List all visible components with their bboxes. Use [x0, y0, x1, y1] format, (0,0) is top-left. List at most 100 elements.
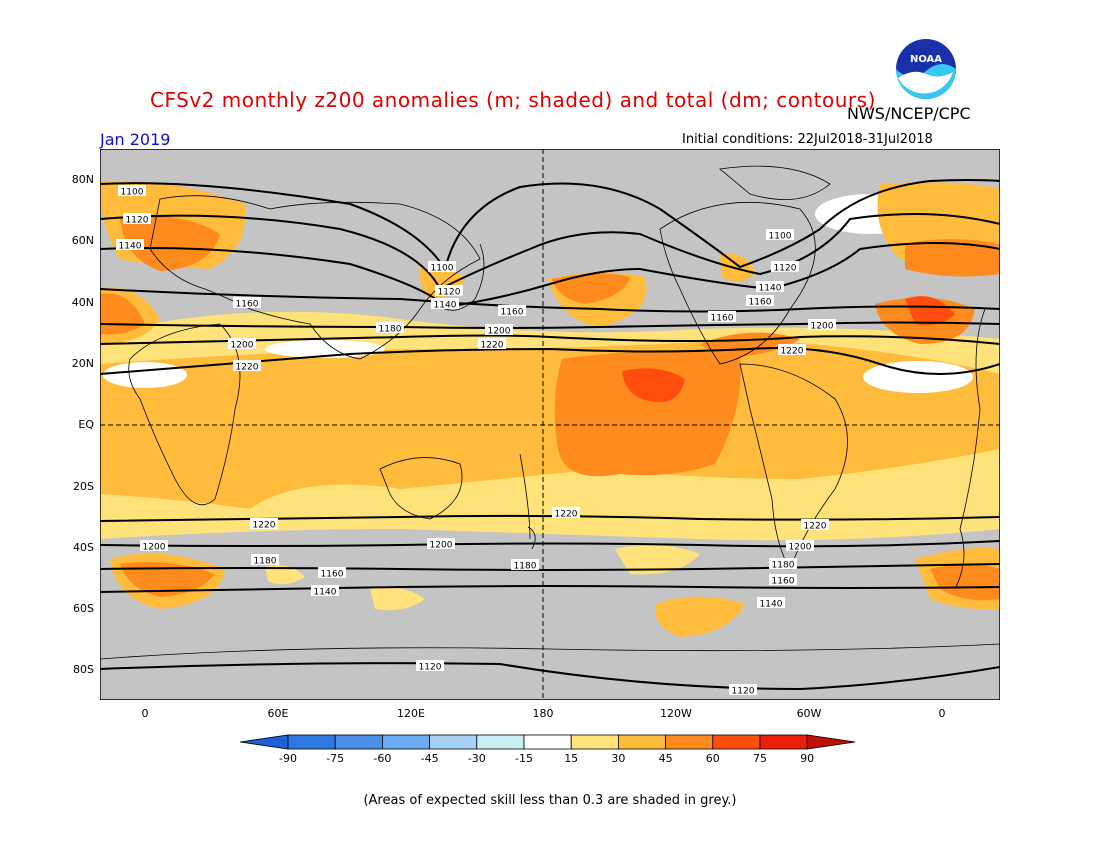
colorbar-label: 60: [705, 752, 720, 765]
colorbar-swatch: [665, 734, 714, 750]
contour-label-bg: [485, 324, 513, 335]
lat-label-60s: 60S: [73, 602, 94, 615]
contour-label: 1140: [314, 588, 337, 598]
initial-conditions-label: Initial conditions: 22Jul2018-31Jul2018: [682, 132, 933, 147]
colorbar-swatch: [476, 734, 525, 750]
contour-label: 1180: [514, 562, 537, 572]
colorbar-label: -75: [326, 752, 345, 765]
contour-label-bg: [498, 305, 526, 316]
colorbar-right-arrow: [806, 734, 856, 750]
lon-label-60w: 60W: [796, 707, 822, 720]
contour-label: 1220: [781, 347, 804, 357]
colorbar-swatch: [381, 734, 430, 750]
contour-label: 1140: [759, 284, 782, 294]
lon-label-180: 180: [532, 707, 554, 720]
colorbar-label: -30: [467, 752, 486, 765]
contour-label-bg: [801, 519, 829, 530]
chart-title: CFSv2 monthly z200 anomalies (m; shaded)…: [150, 88, 876, 112]
lon-label-60e: 60E: [267, 707, 289, 720]
colorbar-label: -60: [373, 752, 392, 765]
anomaly-region-30: [720, 253, 755, 282]
contour-label-bg: [416, 660, 444, 671]
anomaly-region-60: [622, 368, 685, 403]
colorbar-label: -90: [279, 752, 297, 765]
contour-label: 1220: [236, 363, 259, 373]
colorbar-label: 90: [800, 752, 815, 765]
contour-label: 1160: [321, 570, 344, 580]
logo-text: NOAA: [910, 54, 942, 65]
lon-label-120w: 120W: [660, 707, 692, 720]
contour-label-bg: [786, 540, 814, 551]
colorbar-swatch: [712, 734, 761, 750]
contour-label: 1140: [434, 301, 457, 311]
contour-label: 1100: [431, 264, 454, 274]
anomaly-region-45: [120, 216, 220, 271]
contour-label-bg: [808, 319, 836, 330]
contour-label-bg: [233, 297, 261, 308]
anomaly-region-45: [552, 273, 630, 304]
lat-label-40n: 40N: [71, 296, 94, 309]
contour-label-bg: [228, 338, 256, 349]
anomaly-region-45: [120, 561, 215, 597]
lat-label-80s: 80S: [73, 663, 94, 676]
contour-label-bg: [428, 261, 456, 272]
contour-label: 1160: [236, 300, 259, 310]
contour-label: 1100: [769, 232, 792, 242]
anomaly-region-15: [370, 587, 425, 611]
contour-label: 1220: [555, 510, 578, 520]
colorbar-swatch: [334, 734, 383, 750]
contour-label: 1120: [126, 216, 149, 226]
contour-label: 1120: [774, 264, 797, 274]
contour-label: 1220: [253, 521, 276, 531]
contour-label: 1140: [760, 600, 783, 610]
contour-label-bg: [511, 559, 539, 570]
noaa-logo: NOAA: [895, 38, 957, 100]
contour-label-bg: [478, 338, 506, 349]
contour-label: 1160: [772, 577, 795, 587]
contour-label: 1120: [732, 687, 755, 697]
contour-label-bg: [769, 558, 797, 569]
anomaly-region-45: [554, 351, 741, 477]
contour-label-bg: [778, 344, 806, 355]
colorbar-swatch: [523, 734, 572, 750]
anomaly-region-30: [100, 339, 1000, 509]
contour-label: 1200: [811, 322, 834, 332]
colorbar-label: 45: [658, 752, 673, 765]
lon-label-120e: 120E: [397, 707, 425, 720]
contour-label-bg: [756, 281, 784, 292]
colorbar-label: -15: [515, 752, 533, 765]
contour-label: 1100: [121, 188, 144, 198]
contour-label-bg: [376, 322, 404, 333]
contour-label-bg: [140, 540, 168, 551]
colorbar-swatch: [759, 734, 808, 750]
contour-label-bg: [118, 185, 146, 196]
anomaly-region-15: [615, 545, 700, 575]
contour-labels: 1100 1120 1140 1160 1180 1200 1220 1100 1120 1140…: [116, 185, 836, 697]
lon-label-0-east: 0: [938, 707, 946, 720]
contour-label: 1160: [749, 298, 772, 308]
contour-label-bg: [708, 311, 736, 322]
contour-label: 1180: [772, 561, 795, 571]
colorbar-left-arrow: [240, 734, 289, 750]
colorbar-label: 75: [753, 752, 767, 765]
anomaly-region-30: [654, 596, 745, 637]
lat-label-40s: 40S: [73, 541, 94, 554]
colorbar: [240, 734, 856, 750]
contour-label: 1200: [430, 541, 453, 551]
contour-label-bg: [746, 295, 774, 306]
contour-label-bg: [552, 507, 580, 518]
contour-label-bg: [771, 261, 799, 272]
contour-label-bg: [123, 213, 151, 224]
agency-label: NWS/NCEP/CPC: [847, 104, 971, 123]
contour-label: 1200: [789, 543, 812, 553]
contour-label: 1220: [481, 341, 504, 351]
colorbar-label: 15: [564, 752, 579, 765]
contour-label-bg: [769, 574, 797, 585]
lat-label-20s: 20S: [73, 480, 94, 493]
footnote: (Areas of expected skill less than 0.3 a…: [363, 793, 737, 808]
anomaly-region-15: [265, 565, 305, 585]
contour-label: 1160: [711, 314, 734, 324]
contour-label-bg: [311, 585, 339, 596]
contour-label-bg: [431, 298, 459, 309]
colorbar-swatch: [570, 734, 619, 750]
